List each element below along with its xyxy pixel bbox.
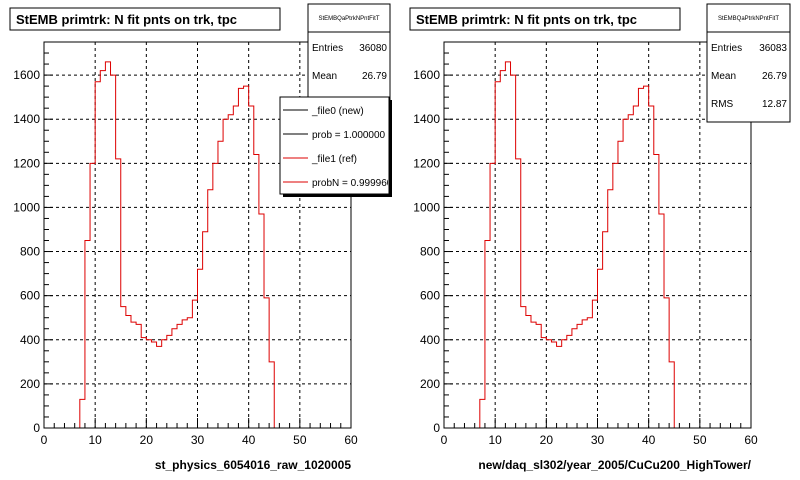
y-tick-label: 600 <box>20 289 40 303</box>
y-tick-label: 1600 <box>413 68 440 82</box>
chart-title: StEMB primtrk: N fit pnts on trk, tpc <box>416 12 637 27</box>
stats-header: StEMBQaPtrkNPntFitT <box>318 16 379 22</box>
stats-value: 26.79 <box>362 71 387 82</box>
legend-entries: _file0 (new) prob = 1.000000 _file1 (ref) p… <box>283 106 393 189</box>
x-axis-title: st_physics_6054016_raw_1020005 <box>155 458 351 472</box>
y-tick-label: 1000 <box>413 200 440 214</box>
y-tick-label: 1000 <box>13 200 40 214</box>
legend-label: probN = 0.999960 <box>312 178 393 189</box>
x-tick-label: 20 <box>140 433 154 447</box>
y-tick-label: 1200 <box>13 156 40 170</box>
histogram-line <box>44 61 351 429</box>
stats-value: 36080 <box>359 43 387 54</box>
x-tick-label: 0 <box>41 433 48 447</box>
x-tick-label: 30 <box>591 433 605 447</box>
x-tick-label: 10 <box>488 433 502 447</box>
y-tick-label: 1400 <box>413 112 440 126</box>
x-tick-label: 30 <box>191 433 205 447</box>
x-tick-label: 0 <box>441 433 448 447</box>
x-tick-label: 40 <box>642 433 656 447</box>
x-tick-label: 50 <box>693 433 707 447</box>
stats-value: 36083 <box>759 43 787 54</box>
stats-label: Mean <box>711 71 736 82</box>
stats-box <box>307 3 391 107</box>
legend-label: _file0 (new) <box>311 106 364 117</box>
legend-label: _file1 (ref) <box>311 154 357 165</box>
legend-label: prob = 1.000000 <box>312 130 386 141</box>
stats-label: RMS <box>711 99 734 110</box>
y-tick-label: 600 <box>420 289 440 303</box>
y-tick-label: 0 <box>433 421 440 435</box>
stats-label: Mean <box>312 71 337 82</box>
title-box <box>409 7 681 31</box>
x-tick-label: 20 <box>540 433 554 447</box>
y-tick-label: 1400 <box>13 112 40 126</box>
x-tick-label: 50 <box>293 433 307 447</box>
x-tick-label: 40 <box>242 433 256 447</box>
stats-label: Entries <box>312 43 343 54</box>
chart-title: StEMB primtrk: N fit pnts on trk, tpc <box>16 12 237 27</box>
stats-value: 12.87 <box>762 99 787 110</box>
y-tick-label: 400 <box>420 333 440 347</box>
y-tick-label: 800 <box>420 245 440 259</box>
stats-label: Entries <box>711 43 742 54</box>
y-tick-label: 1600 <box>13 68 40 82</box>
y-tick-label: 0 <box>33 421 40 435</box>
y-tick-label: 800 <box>20 245 40 259</box>
stats-value: 26.79 <box>762 71 787 82</box>
histogram-panel-1: 0 10 20 30 40 50 60020040060080010001200140016… <box>9 3 393 472</box>
y-tick-label: 200 <box>20 377 40 391</box>
histogram-line <box>444 61 751 429</box>
stats-header: StEMBQaPtrkNPntFitT <box>718 16 779 22</box>
y-tick-label: 1200 <box>413 156 440 170</box>
legend-box <box>279 96 390 195</box>
histogram-panel-2: 0 10 20 30 40 50 60020040060080010001200140016… <box>409 3 791 472</box>
stats-box <box>706 3 791 123</box>
x-tick-label: 60 <box>344 433 358 447</box>
x-tick-label: 10 <box>88 433 102 447</box>
title-box <box>9 7 281 31</box>
y-tick-label: 200 <box>420 377 440 391</box>
y-tick-label: 400 <box>20 333 40 347</box>
legend: _file0 (new) prob = 1.000000 _file1 (ref) p… <box>279 96 393 197</box>
x-axis-title: new/daq_sl302/year_2005/CuCu200_HighTowe… <box>478 458 751 472</box>
x-tick-label: 60 <box>744 433 758 447</box>
